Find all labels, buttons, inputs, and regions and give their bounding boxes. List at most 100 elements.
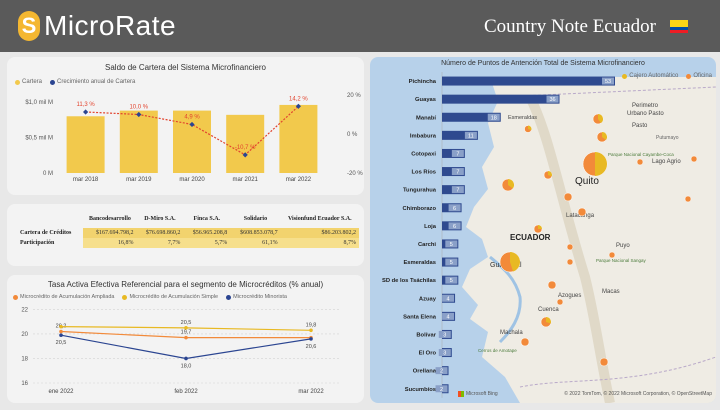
map-bubble [577,207,587,217]
cartera-chart-card: Saldo de Cartera del Sistema Microfinanc… [7,57,364,195]
tasa-chart-card: Tasa Activa Efectiva Referencial para el… [7,275,364,403]
growth-data-label: 11,3 % [76,102,95,108]
bar-label-badge [438,330,451,338]
province-bar-value: 6 [453,206,456,212]
table-header-cell: Bancodesarrollo [88,216,131,222]
table-header-cell: D-Miro S.A. [144,216,176,222]
series-point [309,337,313,341]
map-bubble-slice [546,317,551,324]
map-label-cayambe: Parque Nacional Cayambe-Coca [608,152,674,157]
bing-attribution: Microsoft Bing [458,391,498,397]
province-bar-value: 5 [450,278,453,284]
bar-label-badge [464,131,477,139]
cartera-bar [279,104,318,173]
series-data-label: 20,5 [181,320,192,326]
map-copyright[interactable]: © 2022 TomTom, © 2022 Microsoft Corporat… [564,391,712,397]
map-bubble [599,357,609,367]
table-cell: 8,7% [280,238,359,248]
map-label-country: ECUADOR [510,233,551,242]
map-label-puyo: Puyo [616,243,630,249]
province-bar-value: 5 [450,242,453,248]
y-left-tick-label: $0,5 mil M [25,136,53,142]
table-row: Participación 16,8% 7,7% 5,7% 61,1% 8,7% [17,238,359,248]
series-point [59,333,63,337]
province-bar-value: 18 [491,115,497,121]
bar-label-badge [602,77,614,85]
x-tick-label: feb 2022 [174,389,198,395]
series-data-label: 19,8 [306,322,317,328]
map-label-urbano_pasto: Urbano Pasto [627,111,664,117]
map-label-lago_agrio: Lago Agrio [652,159,681,165]
province-label: Guayas [415,97,436,103]
puntos-chart-title: Número de Puntos de Antención Total de S… [441,60,645,67]
participation-table: Bancodesarrollo D-Miro S.A. Finca S.A. Soli… [17,212,359,248]
table-cell: 16,8% [83,238,137,248]
province-bar [442,76,615,86]
y-tick-label: 18 [21,356,28,362]
growth-data-label: 14,2 % [289,96,308,102]
table-cell: $76.698.860,2 [136,228,184,238]
legend-item-minorista[interactable]: Microcrédito Minorista [226,294,287,300]
map-bubble-slice [595,152,607,176]
legend-item-ampliada[interactable]: Microcrédito de Acumulación Ampliada [13,294,114,300]
map-bubble-slice [598,114,603,124]
province-bar-value: 36 [549,97,555,103]
province-label: Tungurahua [403,188,437,194]
table-cell: $167.694.798,2 [83,228,137,238]
map-label-cuenca: Cuenca [538,307,559,313]
province-bar-value: 4 [447,296,450,302]
series-data-label: 18,0 [181,363,192,369]
table-header-cell: Visionfund Ecuador S.A. [287,216,352,222]
province-label: Santa Elena [403,314,437,320]
bar-label-badge [435,385,448,393]
series-data-label: 19,7 [181,330,192,336]
bar-label-badge [445,276,458,284]
bar-label-badge [442,312,455,320]
cartera-bar [119,110,158,173]
bar-label-badge [451,186,464,194]
legend-item-simple[interactable]: Microcrédito de Acumulación Simple [122,294,218,300]
ecuador-map[interactable]: ECUADORQuitoGuayaquilLatacungaAzoguesCue… [370,57,716,403]
y-right-tick-label: -20 % [347,171,363,177]
province-bar [442,130,478,140]
table-header-row: Bancodesarrollo D-Miro S.A. Finca S.A. Soli… [17,212,359,228]
map-label-perimetro: Perimetro [632,103,659,109]
map-label-cerros: Cerros de Amotape [478,348,517,353]
cartera-chart-legend: Cartera Crecimiento anual de Cartera [15,79,135,85]
page-title: Country Note Ecuador [483,16,656,37]
map-bubble [566,258,574,266]
map-bubble [563,192,573,202]
bar-label-badge [445,240,458,248]
series-point [184,356,188,361]
y-right-tick-label: 0 % [347,132,358,138]
province-label: Orellana [413,369,437,375]
bar-label-badge [546,95,559,103]
province-bar-value: 2 [440,387,443,393]
series-point [184,326,188,330]
province-bar-value: 3 [443,351,446,357]
map-label-azogues: Azogues [558,293,581,299]
map-label-latacunga: Latacunga [566,213,595,219]
cartera-chart-plot: 0 M $0,5 mil M $1,0 mil M -20 % 0 % 20 % mar 2… [25,93,363,183]
bar-label-badge [451,149,464,157]
map-bubble-slice [508,179,514,189]
province-bar-value: 4 [447,314,450,320]
cartera-bar [226,114,265,173]
legend-item-crecimiento[interactable]: Crecimiento anual de Cartera [50,79,135,85]
province-label: Manabí [416,115,436,121]
province-label: El Oro [419,351,437,357]
bar-label-badge [442,294,455,302]
table-row: Cartera de Créditos $167.694.798,2 $76.698… [17,228,359,238]
map-bubble-slice [602,132,607,140]
bar-label-badge [445,258,458,266]
map-bubble [690,155,698,163]
table-header-cell: Solidario [243,216,268,222]
map-bubble [520,337,530,347]
province-bar-value: 2 [440,369,443,375]
province-label: Pichincha [409,79,437,85]
province-bar-value: 7 [456,151,459,157]
legend-item-oficina[interactable]: Oficina [686,73,712,79]
legend-item-cartera[interactable]: Cartera [15,79,42,85]
legend-item-cajero[interactable]: Cajero Automático [622,73,678,79]
